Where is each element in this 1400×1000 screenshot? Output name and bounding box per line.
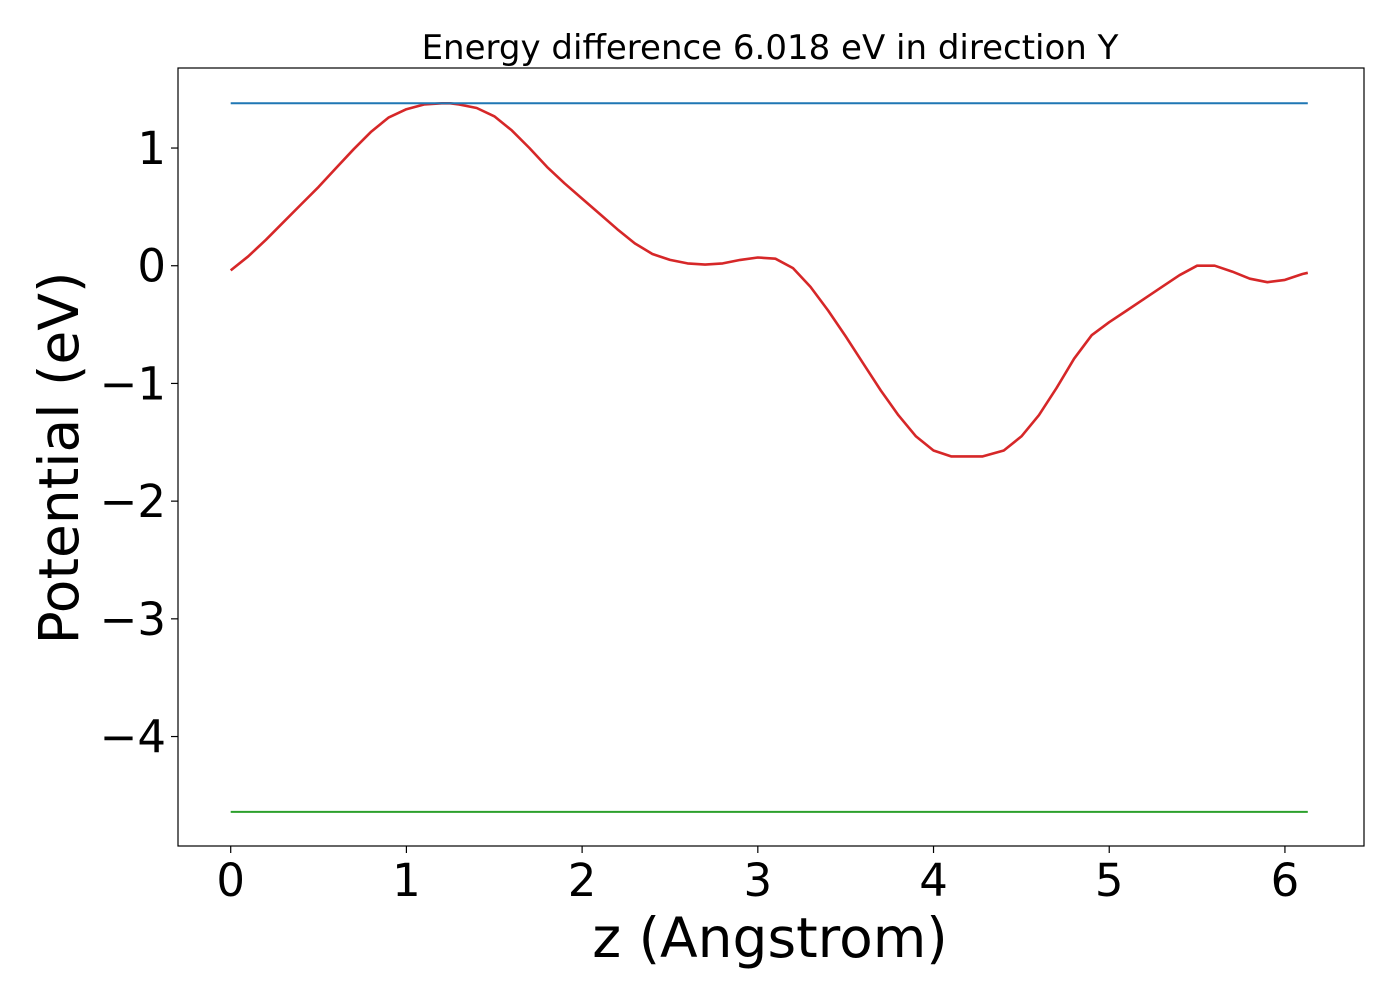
y-tick-label: −1	[100, 357, 166, 410]
y-tick-label: −2	[100, 475, 166, 528]
x-tick-label: 0	[216, 854, 245, 907]
x-tick-label: 3	[744, 854, 773, 907]
y-tick-label: −4	[100, 711, 166, 764]
plot-area: 0 1 2 3 4 5 6 1 0 −1 −2 −3 −4	[100, 67, 1365, 907]
plot-frame	[177, 67, 1365, 847]
y-tick-label: −3	[100, 593, 166, 646]
y-tick-label: 0	[137, 240, 166, 293]
x-axis-label: z (Angstrom)	[592, 906, 948, 970]
x-tick-label: 1	[392, 854, 421, 907]
y-axis-label: Potential (eV)	[27, 272, 91, 645]
x-tick-label: 5	[1095, 854, 1124, 907]
x-tick-label: 4	[919, 854, 948, 907]
series-line-0	[229, 102, 1309, 458]
y-tick-label: 1	[137, 122, 166, 175]
x-tick-label: 6	[1271, 854, 1300, 907]
chart-title: Energy difference 6.018 eV in direction …	[422, 28, 1119, 68]
x-tick-label: 2	[568, 854, 597, 907]
